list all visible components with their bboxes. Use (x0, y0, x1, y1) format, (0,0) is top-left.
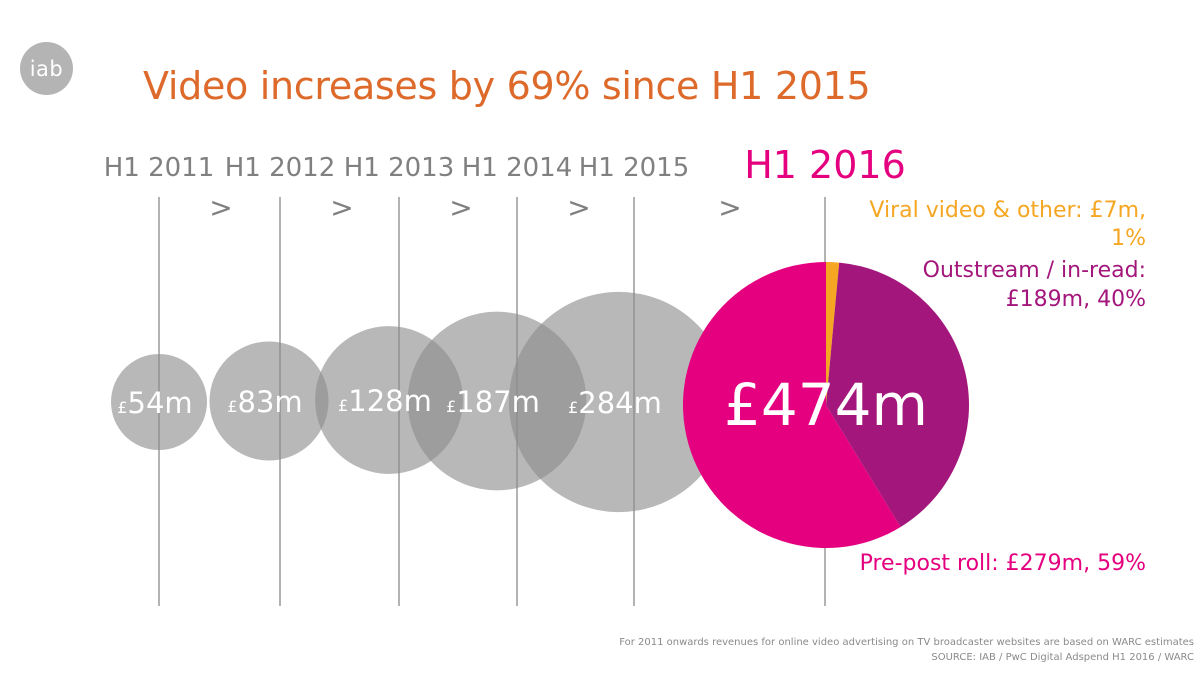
bubble-value-h1-2013: £128m (338, 384, 432, 418)
arrow-icon: > (330, 191, 353, 224)
arrow-icon: > (449, 191, 472, 224)
period-label-h1-2014: H1 2014 (462, 153, 573, 183)
slice-label-outstream-in-read: £189m, 40% (1006, 287, 1146, 312)
chart-labels: H1 2011 H1 2012 H1 2013 H1 2014 H1 2015 H1 20… (104, 143, 1146, 576)
arrow-icon: > (718, 191, 741, 224)
period-label-h1-2015: H1 2015 (579, 153, 690, 183)
bubbles (111, 291, 730, 513)
pie-slice-pre-post-roll (682, 262, 901, 548)
period-label-h1-2012: H1 2012 (225, 153, 336, 183)
pie-slice-viral-video-other (826, 262, 840, 405)
slice-label-pre-post-roll: Pre-post roll: £279m, 59% (860, 551, 1146, 576)
period-label-h1-2016: H1 2016 (744, 143, 906, 187)
slice-label-viral-video-other: Viral video & other: £7m, (869, 198, 1146, 223)
bubble-value-h1-2012: £83m (227, 385, 302, 419)
bubble-h1-2011 (111, 354, 207, 450)
slice-label-outstream-in-read: Outstream / in-read: (923, 258, 1146, 283)
bubble-value-h1-2015: £284m (568, 386, 662, 420)
pie-slice-outstream-in-read (826, 262, 969, 527)
bubble-value-h1-2011: £54m (117, 386, 192, 420)
period-label-h1-2011: H1 2011 (104, 153, 215, 183)
iab-logo: iab (20, 42, 73, 95)
bubble-h1-2012 (209, 341, 329, 461)
pie-total-value: £474m (724, 371, 928, 439)
arrow-icon: > (567, 191, 590, 224)
footnote: For 2011 onwards revenues for online vid… (619, 635, 1194, 665)
bubble-value-h1-2014: £187m (446, 385, 540, 419)
footnote-source: SOURCE: IAB / PwC Digital Adspend H1 201… (931, 652, 1194, 663)
period-label-h1-2013: H1 2013 (344, 153, 455, 183)
arrow-icon: > (209, 191, 232, 224)
chart-title: Video increases by 69% since H1 2015 (143, 64, 871, 108)
bubble-h1-2015 (508, 291, 730, 513)
pie-h1-2016 (682, 262, 969, 548)
footnote-note: For 2011 onwards revenues for online vid… (619, 637, 1194, 648)
slice-label-viral-video-other: 1% (1111, 226, 1146, 251)
